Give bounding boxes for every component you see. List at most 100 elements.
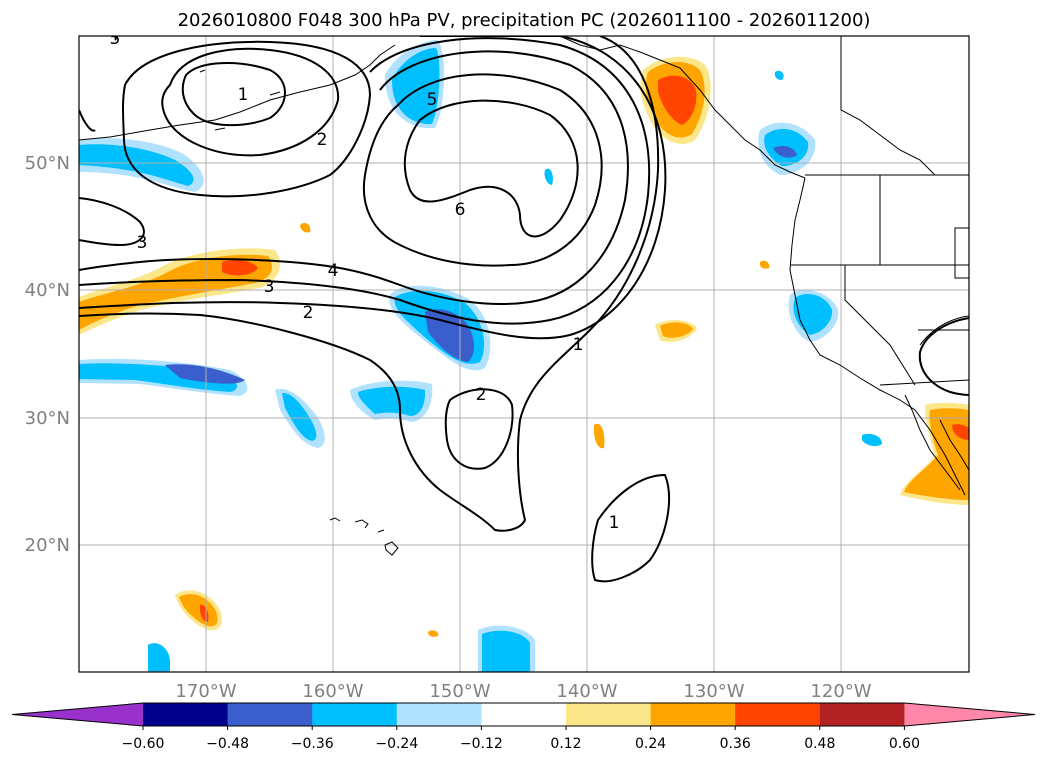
pv-contour-2-closed xyxy=(444,388,514,470)
contour-label: 2 xyxy=(476,385,487,405)
precip-positive-area xyxy=(222,260,258,276)
longitude-labels: 170°W 160°W 150°W 140°W 130°W 120°W xyxy=(175,681,871,702)
pv-contour-3 xyxy=(122,40,372,198)
precip-positive-area xyxy=(759,260,770,269)
lat-label: 50°N xyxy=(25,153,70,174)
colorbar-tick-label: 0.36 xyxy=(720,736,751,752)
colorbar-segment xyxy=(481,703,567,726)
colorbar-tick-label: 0.24 xyxy=(635,736,666,752)
pv-contour-4 xyxy=(79,50,629,305)
colorbar-segment xyxy=(566,703,652,726)
contour-label: 2 xyxy=(317,130,328,150)
colorbar-tick-label: −0.60 xyxy=(122,736,165,752)
pv-contour-2 xyxy=(161,47,340,157)
colorbar-tick-label: 0.48 xyxy=(804,736,835,752)
colorbar-tick-label: −0.12 xyxy=(460,736,503,752)
lon-label: 150°W xyxy=(429,681,490,702)
pv-contours xyxy=(79,36,969,583)
us-west-coast xyxy=(789,177,966,496)
precip-negative-area xyxy=(282,392,317,441)
precip-negative-area xyxy=(425,309,474,362)
contour-label: 3 xyxy=(137,233,148,253)
alaska-peninsula-coast xyxy=(79,44,396,141)
contour-label: 1 xyxy=(573,335,584,355)
lat-label: 20°N xyxy=(25,535,70,556)
map-frame xyxy=(78,35,970,673)
latitude-labels: 50°N 40°N 30°N 20°N xyxy=(25,153,70,556)
pv-contour-5-west xyxy=(79,109,96,132)
pv-contour-6 xyxy=(403,99,579,238)
contour-label: 3 xyxy=(264,277,275,297)
colorbar-segment xyxy=(227,703,313,726)
baja-california-coast xyxy=(904,394,961,491)
precip-negative-area xyxy=(148,643,170,672)
gulf-of-california-coast xyxy=(919,315,969,346)
lon-label: 160°W xyxy=(302,681,363,702)
colorbar-tick-label: −0.48 xyxy=(206,736,249,752)
precip-negative-area xyxy=(544,168,553,185)
colorbar-tick-label: −0.24 xyxy=(375,736,418,752)
precip-negative-area xyxy=(165,364,245,384)
pv-contour-2 xyxy=(79,36,667,340)
precip-positive-area xyxy=(952,424,969,440)
alaska-interior-border xyxy=(840,36,936,176)
pv-contour-1 xyxy=(181,62,286,127)
lon-label: 130°W xyxy=(683,681,744,702)
pv-contour-1-closed xyxy=(591,473,671,583)
precip-negative-area xyxy=(392,48,440,125)
precip-negative-area xyxy=(774,70,784,80)
precip-positive-area xyxy=(658,75,697,125)
map-area: 5 1 2 5 6 3 4 3 2 1 2 1 xyxy=(79,29,969,672)
precip-negative-area xyxy=(773,145,797,158)
state-border xyxy=(954,227,969,279)
contour-labels: 5 1 2 5 6 3 4 3 2 1 2 1 xyxy=(110,29,620,533)
pv-contour-5 xyxy=(363,73,603,267)
colorbar: −0.60 −0.48 −0.36 −0.24 −0.12 0.12 0.24 0.36 0.4… xyxy=(11,702,1036,752)
hawaiian-islands xyxy=(329,517,399,556)
contour-label: 4 xyxy=(328,261,339,281)
contour-label: 2 xyxy=(303,303,314,323)
contour-label: 6 xyxy=(455,200,466,220)
coastlines xyxy=(79,36,969,556)
aleutian-islands xyxy=(199,69,281,131)
figure-title: 2026010800 F048 300 hPa PV, precipitatio… xyxy=(178,10,871,31)
precip-negative-area xyxy=(793,294,833,335)
colorbar-tick-label: 0.60 xyxy=(889,736,920,752)
precip-positive-area xyxy=(904,408,969,500)
contour-label: 5 xyxy=(110,29,121,49)
pv-contour-5-top xyxy=(113,36,117,41)
contour-label: 1 xyxy=(238,85,249,105)
mexico-coast xyxy=(939,419,969,471)
colorbar-segment xyxy=(819,703,905,726)
precip-positive-area xyxy=(593,423,605,449)
lat-label: 30°N xyxy=(25,408,70,429)
colorbar-segment xyxy=(650,703,736,726)
precip-positive-area xyxy=(660,322,693,338)
colorbar-segment xyxy=(396,703,482,726)
lon-label: 140°W xyxy=(556,681,617,702)
pv-contour-1 xyxy=(79,36,660,532)
pv-contour-west-coast xyxy=(918,317,969,396)
lon-label: 120°W xyxy=(810,681,871,702)
state-border xyxy=(844,265,916,386)
colorbar-segment xyxy=(312,703,398,726)
precip-positive-area xyxy=(79,254,272,330)
precip-positive-area xyxy=(300,222,311,233)
lat-label: 40°N xyxy=(25,280,70,301)
colorbar-segment xyxy=(143,703,229,726)
colorbar-extend-min xyxy=(12,703,143,726)
precip-negative-area xyxy=(358,386,426,416)
precip-negative-area xyxy=(482,630,530,672)
precip-negative-area xyxy=(79,144,194,186)
pv-contour-3-west xyxy=(79,197,145,247)
gridlines xyxy=(79,36,969,672)
contour-label: 5 xyxy=(427,90,438,110)
us-mexico-border xyxy=(879,379,969,386)
colorbar-tick-label: 0.12 xyxy=(550,736,581,752)
precip-negative-area xyxy=(862,434,882,447)
colorbar-extend-max xyxy=(904,703,1035,726)
gulf-of-alaska-coast xyxy=(559,36,806,179)
contour-label: 1 xyxy=(609,513,620,533)
precip-positive-area xyxy=(428,630,439,637)
